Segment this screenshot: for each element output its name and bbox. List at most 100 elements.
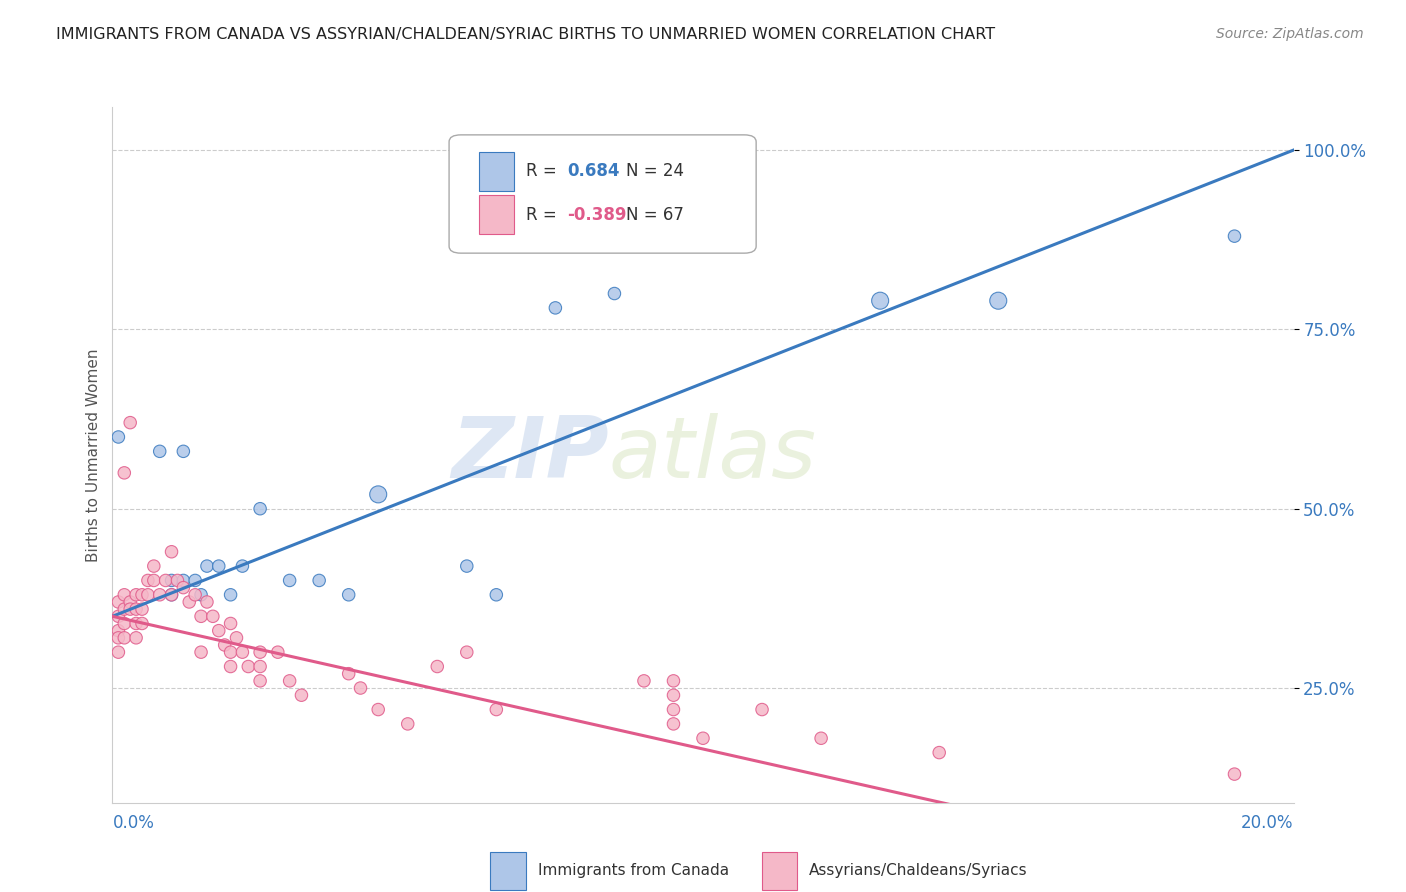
Point: [155, 574, 177, 588]
Point: [107, 645, 129, 659]
Point: [396, 717, 419, 731]
Y-axis label: Births to Unmarried Women: Births to Unmarried Women: [86, 348, 101, 562]
Point: [142, 574, 165, 588]
Point: [107, 595, 129, 609]
Text: 20.0%: 20.0%: [1241, 814, 1294, 831]
Point: [249, 673, 271, 688]
Point: [107, 631, 129, 645]
Point: [267, 645, 290, 659]
Point: [190, 588, 212, 602]
Point: [603, 286, 626, 301]
Bar: [478, 195, 515, 234]
Point: [426, 659, 449, 673]
Point: [662, 717, 685, 731]
Text: -0.389: -0.389: [567, 205, 627, 224]
Point: [456, 645, 478, 659]
Point: [142, 559, 165, 574]
Point: [249, 659, 271, 673]
Point: [112, 602, 135, 616]
Point: [249, 501, 271, 516]
Point: [125, 588, 148, 602]
Point: [662, 702, 685, 716]
Text: 0.684: 0.684: [567, 162, 620, 180]
Text: ZIP: ZIP: [451, 413, 609, 497]
Point: [201, 609, 224, 624]
Point: [179, 595, 201, 609]
Point: [219, 645, 242, 659]
Point: [120, 595, 142, 609]
Point: [107, 624, 129, 638]
Point: [928, 746, 950, 760]
Point: [112, 588, 135, 602]
Point: [208, 559, 231, 574]
Point: [219, 616, 242, 631]
Point: [349, 681, 371, 695]
Point: [149, 588, 172, 602]
Point: [278, 574, 301, 588]
Point: [190, 609, 212, 624]
Point: [184, 588, 207, 602]
Point: [208, 624, 231, 638]
Point: [662, 688, 685, 702]
Text: N = 24: N = 24: [626, 162, 685, 180]
Point: [214, 638, 236, 652]
Point: [107, 430, 129, 444]
Point: [160, 588, 183, 602]
Point: [120, 602, 142, 616]
Point: [219, 588, 242, 602]
Point: [160, 545, 183, 559]
Point: [337, 666, 360, 681]
Text: Source: ZipAtlas.com: Source: ZipAtlas.com: [1216, 27, 1364, 41]
Point: [166, 574, 188, 588]
Point: [131, 616, 153, 631]
Point: [231, 645, 253, 659]
Point: [810, 731, 832, 746]
Point: [112, 631, 135, 645]
Point: [195, 595, 218, 609]
Text: Assyrians/Chaldeans/Syriacs: Assyrians/Chaldeans/Syriacs: [810, 863, 1028, 878]
Point: [456, 559, 478, 574]
Text: IMMIGRANTS FROM CANADA VS ASSYRIAN/CHALDEAN/SYRIAC BIRTHS TO UNMARRIED WOMEN COR: IMMIGRANTS FROM CANADA VS ASSYRIAN/CHALD…: [56, 27, 995, 42]
Point: [1223, 229, 1246, 244]
Point: [485, 588, 508, 602]
Point: [219, 659, 242, 673]
Bar: [478, 153, 515, 191]
Bar: [491, 852, 526, 889]
Point: [172, 581, 194, 595]
Text: R =: R =: [526, 162, 562, 180]
Text: 0.0%: 0.0%: [112, 814, 155, 831]
Point: [367, 487, 389, 501]
Point: [125, 616, 148, 631]
Point: [1223, 767, 1246, 781]
Point: [225, 631, 247, 645]
Point: [149, 444, 172, 458]
Point: [231, 559, 253, 574]
Point: [367, 702, 389, 716]
Point: [184, 574, 207, 588]
Point: [160, 588, 183, 602]
Point: [190, 645, 212, 659]
Point: [112, 616, 135, 631]
Point: [249, 645, 271, 659]
Text: Immigrants from Canada: Immigrants from Canada: [537, 863, 728, 878]
Point: [290, 688, 312, 702]
Point: [125, 631, 148, 645]
Point: [544, 301, 567, 315]
Text: N = 67: N = 67: [626, 205, 685, 224]
FancyBboxPatch shape: [449, 135, 756, 253]
Point: [337, 588, 360, 602]
Point: [112, 466, 135, 480]
Point: [987, 293, 1010, 308]
Text: atlas: atlas: [609, 413, 817, 497]
Text: R =: R =: [526, 205, 562, 224]
Point: [195, 559, 218, 574]
Point: [160, 574, 183, 588]
Point: [633, 673, 655, 688]
Point: [107, 609, 129, 624]
Point: [662, 673, 685, 688]
Point: [238, 659, 260, 673]
Point: [172, 574, 194, 588]
Point: [136, 574, 159, 588]
Point: [125, 602, 148, 616]
Point: [751, 702, 773, 716]
